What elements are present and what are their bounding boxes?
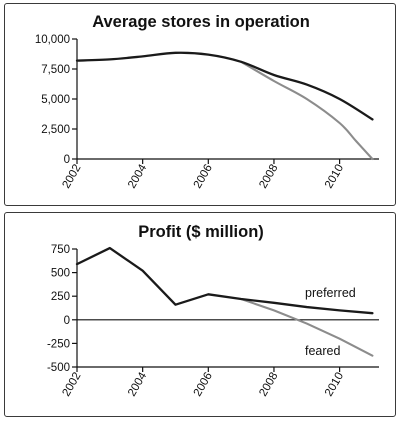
series-label-preferred: preferred [305,286,356,300]
series-line-feared [240,297,374,357]
x-tick-label: 2008 [257,163,280,191]
profit-chart-panel: Profit ($ million) -500 -250 0 250 500 750 2002… [4,212,396,417]
y-tick-label: -500 [47,362,70,374]
series-label-feared: feared [305,344,340,358]
x-tick-label: 2008 [257,371,280,399]
x-tick-label: 2004 [126,162,149,191]
stores-chart-panel: Average stores in operation 0 2,500 5,000 7,… [4,3,396,206]
series-line-1 [240,60,374,161]
y-tick-label: -250 [47,338,70,350]
x-tick-label: 2006 [192,371,215,399]
x-tick-label: 2006 [192,163,215,191]
y-tick-label: 250 [51,291,70,303]
x-tick-label: 2004 [126,370,149,399]
y-tick-label: 2,500 [41,124,70,136]
x-tick-label: 2002 [60,371,83,399]
y-tick-label: 0 [64,154,70,166]
series-line-preferred [75,246,374,315]
y-tick-label: 750 [51,244,70,256]
profit-chart: Profit ($ million) -500 -250 0 250 500 750 2002… [47,223,379,399]
y-tick-label: 0 [64,315,70,327]
y-tick-label: 500 [51,268,70,280]
stores-chart: Average stores in operation 0 2,500 5,000 7,… [35,13,379,191]
series-line-0 [75,51,374,121]
y-tick-label: 7,500 [41,64,70,76]
y-tick-label: 5,000 [41,94,70,106]
x-tick-label: 2010 [323,371,346,399]
chart-title: Average stores in operation [92,13,310,31]
x-tick-label: 2002 [60,163,83,191]
y-tick-label: 10,000 [35,34,70,46]
chart-title: Profit ($ million) [138,223,264,241]
x-tick-label: 2010 [323,163,346,191]
